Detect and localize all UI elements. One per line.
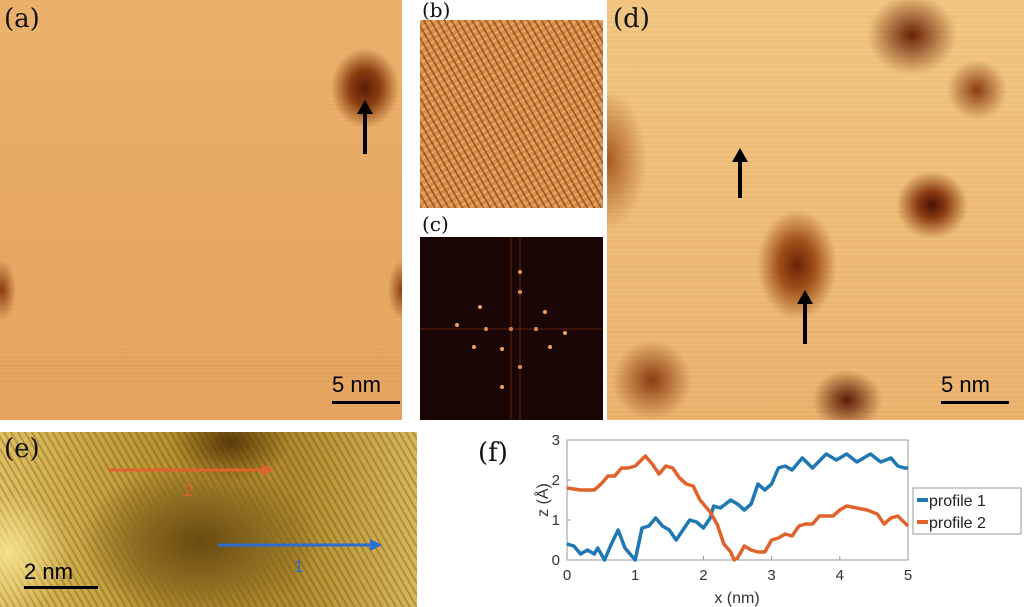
panel-label-c: (c): [422, 212, 449, 236]
y-tick-label: 1: [552, 512, 560, 529]
x-axis-label: x (nm): [714, 590, 759, 607]
x-tick-label: 4: [836, 567, 844, 584]
fft-spots: [420, 237, 603, 420]
scale-bar-label-d: 5 nm: [941, 372, 990, 397]
y-tick-label: 0: [552, 552, 560, 569]
scale-bar-label-a: 5 nm: [332, 372, 381, 397]
x-tick-label: 3: [767, 567, 775, 584]
fft-image-c: [420, 237, 603, 420]
fft-spot: [472, 345, 476, 349]
fft-spot: [500, 385, 504, 389]
profile-1-arrowhead: [370, 539, 382, 551]
series-line-profile-2: [566, 454, 910, 562]
panel-label-a: (a): [4, 4, 40, 34]
profile-1-label: 1: [294, 557, 303, 576]
fft-spot: [478, 305, 482, 309]
panel-label-d: (d): [613, 4, 650, 34]
legend-label-profile-1: profile 1: [929, 493, 986, 510]
legend: profile 1 profile 2: [912, 487, 1022, 535]
y-tick-label: 3: [552, 432, 560, 449]
scale-bar-a: [332, 401, 400, 404]
arrow-icon: [357, 100, 373, 154]
fft-spot: [548, 345, 552, 349]
panel-label-b: (b): [422, 0, 451, 22]
x-tick-label: 0: [563, 567, 571, 584]
x-tick-label: 5: [904, 567, 912, 584]
panel-label-e: (e): [4, 434, 40, 464]
plot-frame: [566, 439, 909, 561]
fft-spot: [500, 347, 504, 351]
y-tick-label: 2: [552, 472, 560, 489]
profile-2-label: 2: [184, 481, 193, 500]
fft-spot: [563, 331, 567, 335]
x-tick-label: 1: [631, 567, 639, 584]
stm-image-e: (e) 2 1 2 nm: [0, 432, 417, 607]
profile-arrows: 2 1: [108, 464, 382, 576]
legend-label-profile-2: profile 2: [929, 515, 986, 532]
fft-spot: [543, 310, 547, 314]
y-axis-label: z (Å): [533, 483, 552, 517]
stm-image-a: (a) 5 nm: [0, 0, 402, 420]
stm-image-b: [420, 20, 603, 208]
fft-spot: [455, 323, 459, 327]
series-line-profile-1: [566, 452, 908, 562]
arrow-icon: [732, 148, 748, 198]
scale-bar-e: [24, 586, 98, 589]
panel-label-f: (f): [478, 438, 508, 468]
legend-box: [912, 487, 1022, 535]
scale-bar-label-e: 2 nm: [24, 559, 73, 584]
x-tick-label: 2: [699, 567, 707, 584]
stm-image-d: (d) 5 nm: [607, 0, 1024, 420]
scale-bar-d: [941, 401, 1009, 404]
profile-2-arrowhead: [262, 464, 274, 476]
arrow-icon: [797, 290, 813, 344]
